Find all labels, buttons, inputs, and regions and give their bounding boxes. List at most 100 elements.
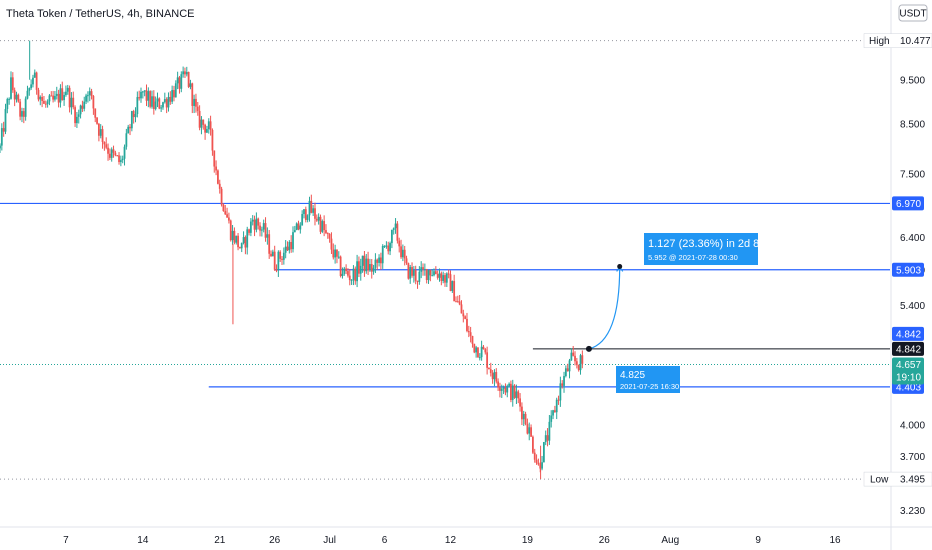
candle-body — [434, 271, 437, 275]
candle-192 — [350, 279, 353, 285]
candle-body — [510, 383, 512, 401]
candle-51 — [92, 95, 95, 115]
candle-body — [343, 268, 346, 274]
candle-body — [412, 270, 415, 276]
candle-258 — [471, 335, 474, 348]
candle-body — [63, 95, 65, 101]
candle-238 — [434, 266, 437, 275]
candle-body — [564, 368, 567, 377]
candle-33 — [59, 84, 62, 108]
candle-88 — [160, 104, 163, 112]
candle-body — [290, 242, 293, 250]
candle-188 — [343, 266, 346, 276]
candle-316 — [577, 364, 580, 372]
candle-310 — [566, 363, 569, 372]
candle-body — [145, 90, 148, 101]
candle-50 — [90, 88, 93, 100]
candle-body — [171, 90, 174, 102]
candle-3 — [4, 103, 7, 135]
candle-190 — [347, 268, 349, 278]
candle-86 — [156, 92, 159, 108]
projection-end-detail: 5.952 @ 2021-07-28 00:30 — [648, 253, 738, 262]
candle-43 — [77, 109, 80, 124]
candle-body — [130, 111, 133, 129]
low-badge-label: Low — [870, 475, 889, 486]
candle-body — [499, 387, 501, 391]
candle-body — [521, 406, 523, 420]
candle-body — [66, 87, 69, 92]
candle-body — [411, 267, 413, 276]
candle-body — [21, 111, 23, 117]
candle-115 — [209, 115, 212, 136]
candle-291 — [532, 435, 534, 454]
candle-body — [334, 249, 337, 258]
candle-68 — [123, 144, 126, 166]
time-tick-label: 7 — [63, 535, 69, 546]
candle-body — [383, 245, 386, 247]
candle-26 — [46, 99, 49, 108]
candle-body — [189, 83, 192, 87]
candle-294 — [537, 458, 540, 466]
candle-body — [522, 413, 525, 420]
time-tick-label: 9 — [755, 535, 761, 546]
candle-body — [52, 95, 55, 100]
candle-body — [295, 223, 298, 231]
candle-body — [50, 95, 53, 97]
candle-4 — [6, 97, 9, 114]
candle-body — [61, 88, 64, 101]
candle-177 — [323, 215, 326, 237]
candle-body — [96, 117, 98, 124]
candle-body — [68, 87, 71, 108]
currency-badge-box — [898, 4, 928, 22]
projection-start-box — [616, 366, 680, 393]
candle-94 — [171, 85, 174, 105]
low-badge-value: 3.495 — [900, 475, 925, 486]
candle-239 — [436, 270, 439, 280]
candle-body — [204, 124, 207, 133]
candle-160 — [292, 226, 294, 253]
candle-20 — [35, 71, 38, 95]
candle-39 — [70, 92, 73, 115]
candle-body — [398, 240, 401, 247]
candle-7 — [11, 72, 14, 93]
candle-81 — [147, 87, 150, 108]
candle-151 — [275, 264, 278, 273]
candle-305 — [557, 395, 560, 405]
candle-body — [92, 95, 95, 109]
candle-body — [112, 149, 115, 153]
candle-body — [528, 427, 531, 434]
candle-121 — [220, 186, 223, 207]
candle-body — [317, 216, 320, 221]
candle-141 — [257, 217, 260, 230]
candle-body — [332, 249, 335, 258]
candle-body — [495, 372, 498, 382]
candle-131 — [238, 246, 241, 249]
candle-106 — [193, 94, 196, 114]
candle-body — [566, 368, 569, 372]
candle-body — [350, 279, 353, 281]
candle-body — [114, 152, 117, 156]
candle-body — [224, 211, 227, 215]
candle-body — [4, 109, 7, 132]
time-tick-label: 14 — [137, 535, 149, 546]
candle-95 — [173, 85, 175, 102]
candle-body — [478, 357, 481, 359]
candle-body — [237, 235, 239, 248]
candle-body — [524, 413, 527, 425]
candle-247 — [451, 280, 454, 293]
candle-298 — [544, 430, 547, 446]
candle-146 — [266, 227, 269, 245]
candle-187 — [341, 267, 344, 279]
candle-163 — [297, 220, 300, 231]
candle-17 — [30, 79, 33, 90]
candle-body — [431, 275, 434, 277]
candle-302 — [552, 409, 554, 420]
candle-133 — [242, 231, 245, 245]
candle-body — [141, 91, 144, 93]
candle-73 — [132, 109, 135, 124]
candle-285 — [521, 402, 523, 426]
candle-body — [156, 98, 159, 102]
candle-38 — [68, 85, 71, 113]
candle-112 — [204, 123, 207, 140]
